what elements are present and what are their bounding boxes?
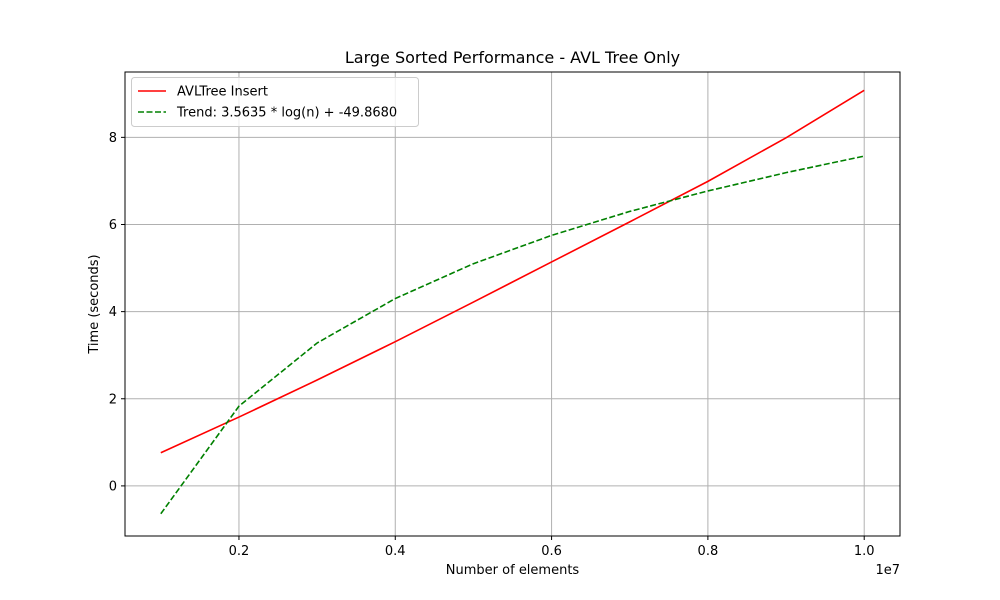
series-line-1 (160, 89, 865, 454)
x-tick-label: 0.6 (541, 544, 562, 559)
series-line-2 (160, 155, 865, 515)
x-tick-label: 0.8 (698, 544, 719, 559)
chart-title: Large Sorted Performance - AVL Tree Only (345, 48, 680, 67)
legend: AVLTree Insert Trend: 3.5635 * log(n) + -… (131, 77, 419, 127)
legend-label: AVLTree Insert (177, 85, 268, 100)
y-axis-ticks: 0 2 4 6 8 (109, 131, 125, 494)
y-tick-label: 6 (109, 218, 117, 233)
y-tick-label: 2 (109, 392, 117, 407)
x-tick-label: 0.2 (229, 544, 250, 559)
x-axis-ticks: 0.2 0.4 0.6 0.8 1.0 (229, 536, 875, 559)
y-axis-title: Time (seconds) (87, 254, 102, 354)
x-tick-label: 1.0 (854, 544, 875, 559)
x-axis-offset-label: 1e7 (875, 563, 900, 578)
y-tick-label: 0 (109, 479, 117, 494)
y-tick-label: 4 (109, 305, 117, 320)
legend-label: Trend: 3.5635 * log(n) + -49.8680 (176, 106, 397, 121)
plot-area-frame (124, 71, 901, 537)
y-tick-label: 8 (109, 131, 117, 146)
grid (125, 72, 900, 536)
x-axis-title: Number of elements (446, 563, 580, 578)
series-lines (160, 89, 865, 515)
legend-box (131, 77, 419, 127)
x-tick-label: 0.4 (385, 544, 406, 559)
